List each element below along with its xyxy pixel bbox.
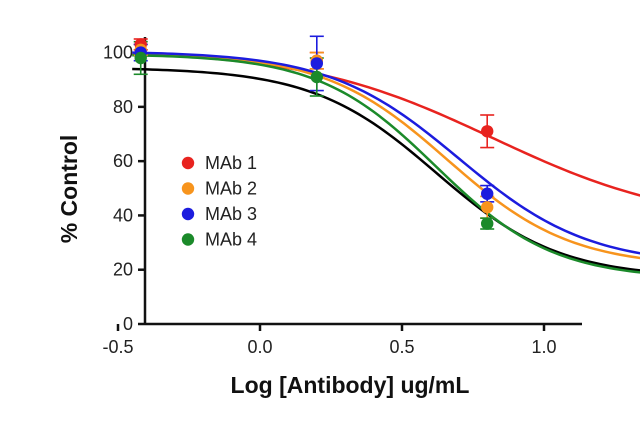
data-point bbox=[481, 125, 494, 138]
legend-label: MAb 2 bbox=[205, 179, 257, 199]
x-tick-label: 1.0 bbox=[531, 337, 556, 357]
y-tick-label: 20 bbox=[113, 260, 133, 280]
legend-label: MAb 1 bbox=[205, 153, 257, 173]
data-point bbox=[310, 57, 323, 70]
y-tick-label: 100 bbox=[103, 43, 133, 63]
data-point bbox=[310, 70, 323, 84]
x-tick-label: -0.5 bbox=[102, 337, 133, 357]
y-tick-label: 40 bbox=[113, 205, 133, 225]
y-tick-label: 0 bbox=[123, 314, 133, 334]
legend-marker bbox=[181, 207, 195, 221]
x-ticks: -0.50.00.51.01.52.0 bbox=[102, 324, 557, 357]
legend: MAb 1 MAb 2 MAb 3 MAb 4 bbox=[181, 153, 257, 250]
legend-label: MAb 4 bbox=[205, 230, 257, 250]
data-points bbox=[134, 38, 494, 230]
legend-marker bbox=[181, 182, 195, 195]
y-ticks: 0 20 40 60 80 100 bbox=[103, 43, 145, 334]
y-axis-title: % Control bbox=[56, 135, 82, 244]
y-tick-label: 60 bbox=[113, 151, 133, 171]
fit-curve bbox=[132, 51, 640, 255]
data-point bbox=[134, 51, 147, 65]
legend-marker bbox=[181, 156, 195, 170]
axes bbox=[143, 37, 582, 326]
data-point bbox=[481, 217, 494, 230]
data-point bbox=[481, 201, 494, 214]
legend-label: MAb 3 bbox=[205, 204, 257, 224]
data-point bbox=[481, 187, 494, 200]
x-axis-title: Log [Antibody] ug/mL bbox=[231, 372, 470, 398]
legend-marker bbox=[181, 233, 195, 246]
y-tick-label: 80 bbox=[113, 97, 133, 117]
x-tick-label: 0.0 bbox=[247, 337, 272, 357]
x-tick-label: 0.5 bbox=[389, 337, 414, 357]
